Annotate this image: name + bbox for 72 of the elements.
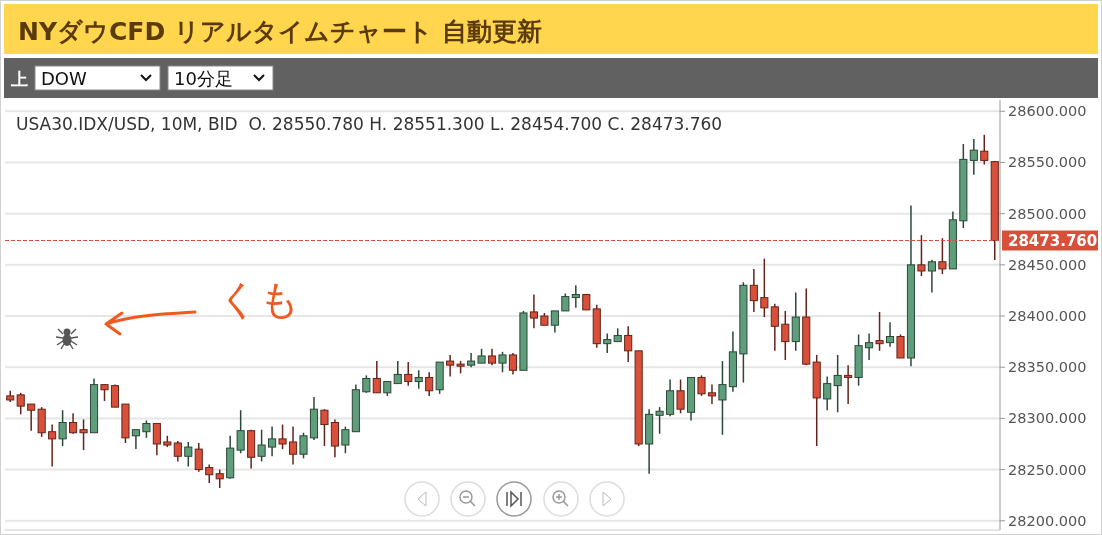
candlestick	[875, 311, 884, 352]
candlestick	[27, 403, 36, 432]
candlestick	[833, 354, 842, 414]
candlestick	[823, 375, 832, 411]
candlestick	[697, 374, 706, 397]
candlestick	[16, 392, 25, 416]
title: NYダウCFD リアルタイムチャート 自動更新	[18, 17, 542, 46]
subtitle: USA30.IDX/USD, 10M, BID O. 28550.780 H. 28551.300 L. 28454.700 C. 28473.760	[16, 114, 723, 134]
candlestick	[341, 425, 350, 454]
candlestick	[69, 412, 78, 435]
candlestick	[48, 423, 57, 468]
candlestick	[770, 302, 779, 352]
y-tick-label: 28300.000	[1008, 410, 1087, 427]
candlestick	[257, 428, 266, 463]
annotation: 10分足	[174, 68, 233, 89]
candlestick	[980, 134, 989, 166]
candlestick	[927, 258, 936, 294]
candlestick	[278, 423, 287, 450]
candlestick	[299, 431, 308, 460]
candlestick	[749, 268, 758, 313]
candlestick	[508, 352, 518, 376]
candlestick	[205, 463, 214, 484]
candlestick	[152, 422, 161, 457]
candlestick	[571, 284, 580, 309]
y-tick-label: 28200.000	[1008, 512, 1087, 529]
candlestick	[655, 406, 664, 435]
candlestick	[498, 351, 507, 374]
candlestick	[529, 293, 538, 330]
candlestick	[781, 310, 790, 361]
candlestick	[194, 442, 203, 473]
candlestick	[215, 468, 224, 489]
candlestick	[865, 332, 874, 361]
candlestick	[288, 425, 298, 466]
annotation: 上	[11, 69, 28, 89]
y-tick-label: 28550.000	[1008, 154, 1087, 171]
y-tick-label: 28450.000	[1008, 256, 1087, 273]
candlestick	[885, 321, 895, 348]
candlestick	[896, 333, 905, 359]
candlestick	[707, 383, 717, 405]
candlestick	[372, 360, 381, 394]
ref-line-label: 28473.760	[1008, 231, 1098, 250]
y-tick-label: 28350.000	[1008, 359, 1087, 376]
candlestick	[330, 418, 339, 459]
candlestick	[79, 418, 88, 451]
candlestick	[446, 354, 455, 378]
candlestick	[969, 138, 978, 176]
candlestick	[603, 332, 612, 354]
candlestick	[37, 406, 46, 438]
annotation: DOW	[41, 68, 87, 89]
candlestick	[550, 310, 559, 334]
candlestick	[844, 364, 853, 405]
y-tick-label: 28400.000	[1008, 308, 1087, 324]
candlestick	[676, 378, 685, 415]
candlestick	[320, 408, 329, 447]
candlestick	[184, 441, 193, 468]
candlestick	[131, 428, 140, 450]
candlestick	[718, 360, 727, 436]
y-tick-label: 28500.000	[1008, 205, 1087, 222]
candlestick	[404, 361, 413, 387]
candlestick	[393, 360, 402, 385]
y-tick-label: 28600.000	[1008, 103, 1087, 120]
candlestick	[414, 369, 423, 390]
candlestick	[58, 409, 67, 447]
candlestick	[624, 325, 633, 363]
y-tick-label: 28250.000	[1008, 461, 1087, 478]
candlestick	[236, 409, 245, 454]
candlestick	[173, 440, 182, 463]
candlestick	[268, 425, 277, 458]
candlestick	[760, 257, 769, 318]
candlestick	[425, 371, 434, 397]
candlestick	[666, 378, 675, 418]
annotation: くも	[218, 276, 300, 322]
